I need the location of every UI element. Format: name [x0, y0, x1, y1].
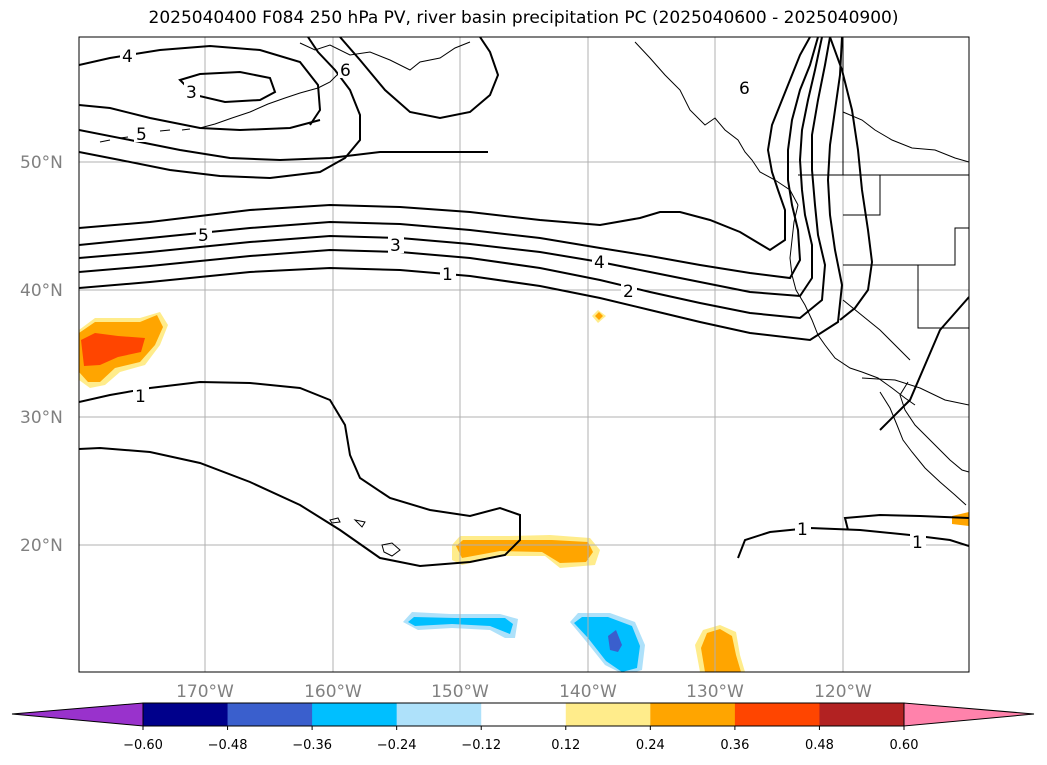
map-frame — [78, 36, 970, 673]
border-states-4 — [842, 299, 911, 361]
contour-east-1 — [879, 296, 969, 431]
longitude-labels: 170°W 160°W 150°W 140°W 130°W 120°W — [176, 682, 872, 702]
contour-north-6 — [79, 37, 361, 180]
coastline-baja-west — [879, 391, 967, 506]
colorbar-segment — [650, 703, 736, 726]
contour-label: 5 — [198, 226, 209, 246]
coastline-alaska-peninsula — [199, 65, 346, 129]
map-panel: 4 3 6 5 6 5 3 1 4 2 1 1 1 — [78, 36, 970, 673]
contour-label: 6 — [739, 79, 750, 99]
latitude-labels: 50°N 40°N 30°N 20°N — [20, 153, 63, 556]
lon-label-130: 130°W — [686, 682, 744, 702]
contour-label: 1 — [442, 265, 453, 285]
colorbar-segment — [227, 703, 313, 726]
contour-east-tropical-1 — [737, 526, 969, 559]
map-background — [79, 37, 969, 672]
contour-jet-3 — [79, 37, 823, 298]
shade-blue-west — [408, 617, 513, 634]
colorbar-tick-label: 0.60 — [890, 738, 919, 753]
lat-label-40: 40°N — [20, 281, 63, 301]
colorbar-tick-group: −0.60 −0.48 −0.36 −0.24 −0.12 0.12 0.24 0.36 0.4… — [123, 726, 918, 753]
border-canada-inner — [842, 111, 969, 163]
colorbar-tick-label: 0.48 — [805, 738, 834, 753]
contour-east-tropical-1b — [843, 513, 969, 531]
coastline-baja-east — [899, 381, 969, 473]
colorbar-segment — [734, 703, 820, 726]
border-states-3 — [917, 265, 969, 329]
lon-label-160: 160°W — [304, 682, 362, 702]
shade-east-edge — [952, 512, 969, 526]
contour-label: 1 — [135, 387, 146, 407]
contour-jet-4 — [79, 37, 819, 280]
colorbar: −0.60 −0.48 −0.36 −0.24 −0.12 0.12 0.24 0.36 0.4… — [11, 702, 1035, 753]
graticule — [79, 37, 969, 672]
contour-north-3 — [178, 70, 277, 104]
coastline-hawaii-islands — [329, 517, 401, 557]
border-mexico-us — [861, 377, 969, 406]
colorbar-outline — [142, 702, 905, 727]
colorbar-extend-right — [904, 703, 1034, 726]
colorbar-tick-label: 0.12 — [551, 738, 580, 753]
contour-label: 6 — [340, 61, 351, 81]
lat-label-20: 20°N — [20, 536, 63, 556]
contour-label: 4 — [122, 47, 133, 67]
contour-label: 3 — [186, 83, 197, 103]
colorbar-tick-label: −0.36 — [292, 738, 332, 753]
contour-jet-1 — [79, 37, 844, 342]
colorbar-tick-label: 0.24 — [636, 738, 665, 753]
contour-jet-outer — [829, 37, 874, 321]
lat-label-30: 30°N — [20, 408, 63, 428]
contour-label: 4 — [594, 253, 605, 273]
colorbar-segment — [396, 703, 482, 726]
contour-jet-2 — [79, 37, 831, 320]
contour-gulf-a — [339, 37, 500, 120]
coastlines — [99, 37, 969, 557]
shade-hawaii-east-orange — [456, 540, 593, 563]
contour-label: 1 — [797, 520, 808, 540]
contour-north-5 — [79, 104, 321, 132]
colorbar-segment — [312, 703, 398, 726]
precip-shading — [79, 310, 969, 672]
colorbar-tick-label: −0.12 — [461, 738, 501, 753]
shade-blue-east-dark — [608, 630, 622, 652]
lon-label-170: 170°W — [176, 682, 234, 702]
colorbar-tick-label: −0.24 — [377, 738, 417, 753]
map-title: 2025040400 F084 250 hPa PV, river basin … — [148, 8, 899, 28]
colorbar-tick-label: −0.48 — [208, 738, 248, 753]
contour-label: 3 — [390, 236, 401, 256]
shade-small-orange — [595, 312, 603, 320]
contour-jet-5 — [79, 37, 811, 252]
lat-label-50: 50°N — [20, 153, 63, 173]
shade-south-orange — [701, 629, 741, 672]
contour-label: 5 — [136, 125, 147, 145]
lon-label-120: 120°W — [814, 682, 872, 702]
coastline-south-alaska — [299, 41, 471, 71]
border-states-1 — [843, 175, 881, 216]
shade-west-red — [81, 333, 145, 366]
shade-blue-east — [574, 617, 640, 672]
contour-label-group: 4 3 6 5 6 5 3 1 4 2 1 1 1 — [120, 46, 926, 553]
lon-label-150: 150°W — [431, 682, 489, 702]
border-states-2 — [843, 227, 969, 266]
contour-north-5b — [79, 129, 488, 162]
colorbar-segment — [143, 703, 229, 726]
colorbar-segment — [481, 703, 567, 726]
colorbar-extend-left — [12, 703, 143, 726]
contour-label: 1 — [912, 533, 923, 553]
colorbar-segment — [565, 703, 651, 726]
coastline-alaska-panhandle — [634, 41, 799, 206]
colorbar-segment — [819, 703, 905, 726]
contour-label: 2 — [623, 282, 634, 302]
colorbar-tick-label: 0.36 — [720, 738, 749, 753]
colorbar-segments — [12, 703, 1034, 726]
lon-label-140: 140°W — [559, 682, 617, 702]
colorbar-tick-label: −0.60 — [123, 738, 163, 753]
contour-central-1 — [79, 380, 521, 568]
